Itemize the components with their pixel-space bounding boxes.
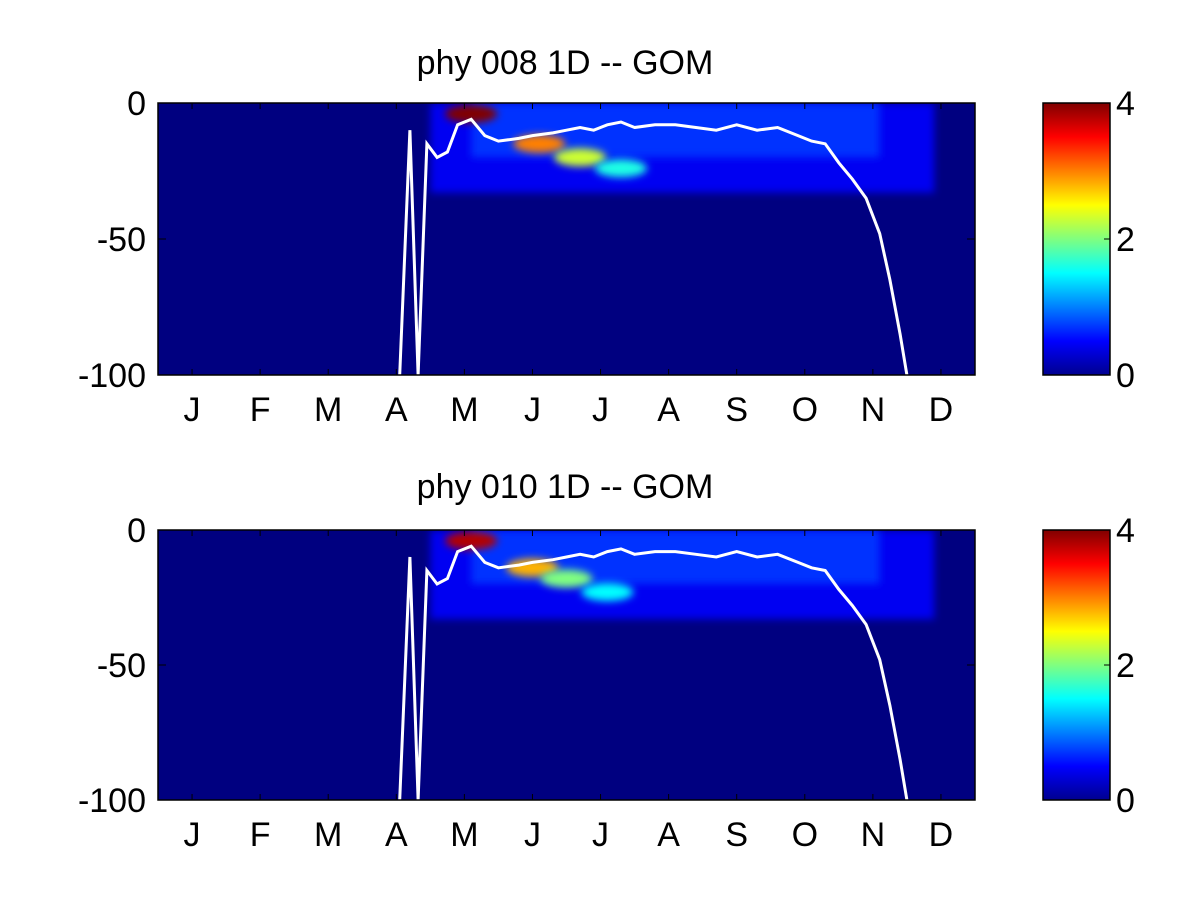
plot-area: J F M A M J J A S O N D 0 -50 -100 <box>78 512 976 854</box>
x-tick-label: S <box>725 391 748 429</box>
x-tick-label: J <box>524 816 541 854</box>
x-tick-label: D <box>929 816 954 854</box>
x-tick-label: M <box>450 816 478 854</box>
colorbar-tick-label: 0 <box>1116 357 1135 395</box>
x-tick-label: M <box>314 816 342 854</box>
bloom-cell <box>540 569 593 588</box>
colorbar-tick-label: 4 <box>1116 512 1135 550</box>
x-tick-label: D <box>929 391 954 429</box>
x-tick-label: M <box>450 391 478 429</box>
chart-title: phy 010 1D -- GOM <box>417 468 714 506</box>
y-tick-label: 0 <box>127 85 146 123</box>
x-tick-label: N <box>861 391 886 429</box>
colorbar-gradient <box>1043 530 1110 800</box>
x-tick-label: F <box>250 391 271 429</box>
heatmap-field <box>430 530 935 620</box>
bloom-cell <box>554 148 607 167</box>
colorbar-gradient <box>1043 103 1110 375</box>
bloom-cell <box>445 104 498 123</box>
bloom-cell <box>581 583 634 602</box>
x-tick-label: J <box>184 391 201 429</box>
chart-panel-top: phy 008 1D -- GOM J F M A M J J A S O N D 0 -50 -100 0… <box>78 44 1135 429</box>
mixed-layer-depth-line <box>398 544 909 800</box>
x-tick-label: J <box>592 816 609 854</box>
x-tick-label: A <box>385 391 408 429</box>
plot-area: J F M A M J J A S O N D 0 -50 -100 <box>78 85 976 429</box>
y-tick-label: -100 <box>78 782 146 820</box>
colorbar-tick-label: 2 <box>1116 221 1135 259</box>
x-tick-label: M <box>314 391 342 429</box>
chart-panel-bottom: phy 010 1D -- GOM J F M A M J J A S O N D 0 -50 -100 0… <box>78 468 1135 854</box>
bloom-cell <box>506 558 559 577</box>
bloom-cell <box>594 159 647 178</box>
x-tick-label: J <box>184 816 201 854</box>
bloom-cell <box>513 134 566 153</box>
x-tick-label: O <box>792 816 818 854</box>
x-tick-label: S <box>725 816 748 854</box>
x-tick-label: A <box>657 816 680 854</box>
x-tick-label: A <box>385 816 408 854</box>
x-tick-label: J <box>592 391 609 429</box>
colorbar-tick-label: 4 <box>1116 85 1135 123</box>
y-tick-label: 0 <box>127 512 146 550</box>
y-tick-label: -50 <box>97 647 146 685</box>
x-tick-label: O <box>792 391 818 429</box>
colorbar-tick-label: 2 <box>1116 647 1135 685</box>
x-tick-label: N <box>861 816 886 854</box>
x-tick-label: A <box>657 391 680 429</box>
bloom-cell <box>445 531 498 550</box>
chart-title: phy 008 1D -- GOM <box>417 44 714 82</box>
x-tick-label: J <box>524 391 541 429</box>
heatmap-field <box>430 103 935 193</box>
colorbar: 0 2 4 <box>1042 85 1135 395</box>
colorbar-tick-label: 0 <box>1116 782 1135 820</box>
colorbar: 0 2 4 <box>1042 512 1135 820</box>
mixed-layer-depth-line <box>398 117 909 375</box>
x-tick-label: F <box>250 816 271 854</box>
y-tick-label: -100 <box>78 357 146 395</box>
y-tick-label: -50 <box>97 221 146 259</box>
